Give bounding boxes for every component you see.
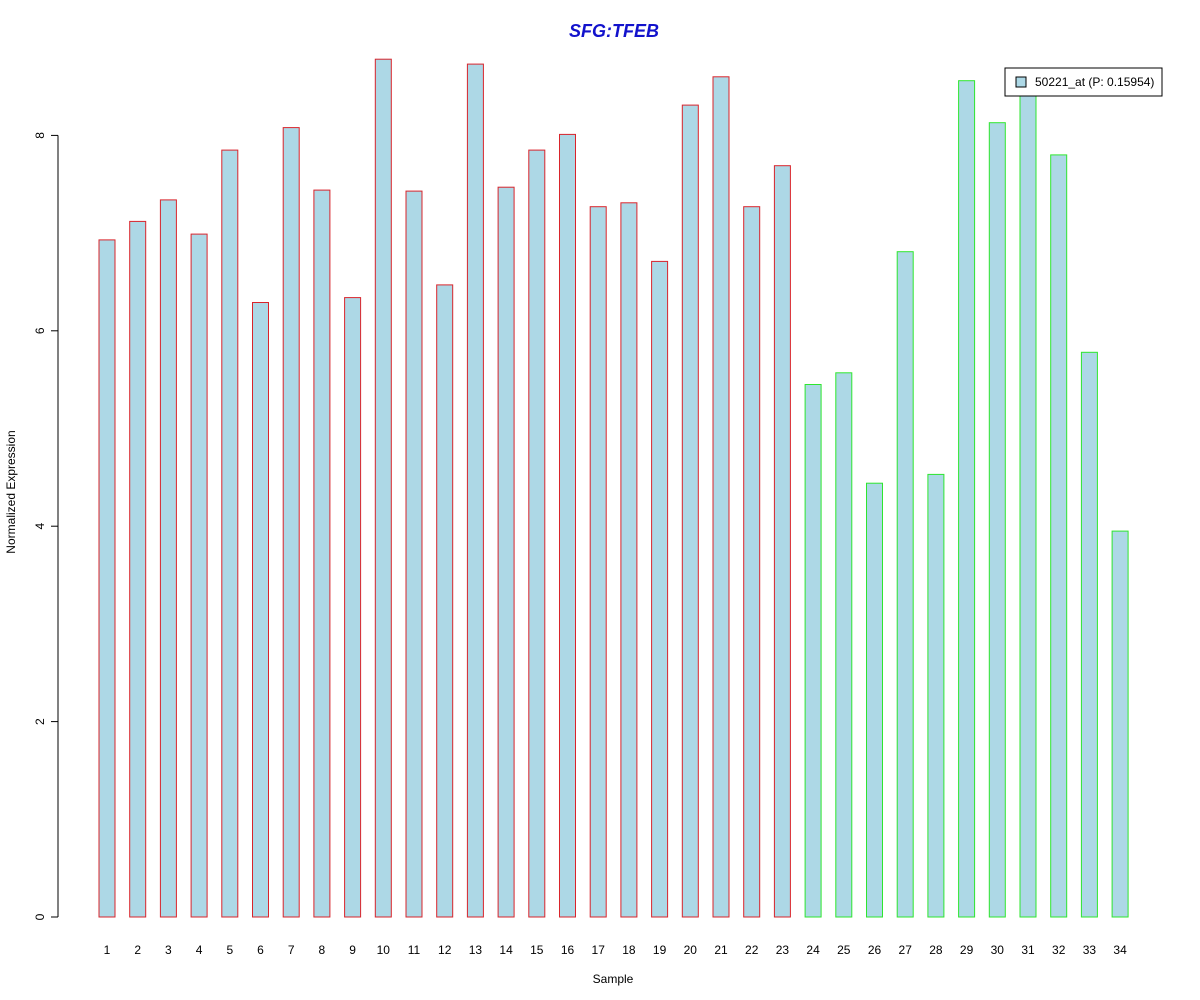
y-tick-label: 0: [33, 913, 47, 920]
bar-sample-34: [1111, 530, 1129, 918]
bar-sample-5: [221, 149, 239, 918]
bar-sample-17: [589, 206, 607, 918]
bar-sample-32: [1050, 154, 1068, 918]
x-tick-label: 1: [104, 943, 111, 957]
bar-sample-1: [98, 239, 116, 918]
x-tick-label: 19: [653, 943, 667, 957]
x-tick-label: 30: [991, 943, 1005, 957]
x-tick-label: 14: [499, 943, 513, 957]
legend-label: 50221_at (P: 0.15954): [1035, 75, 1154, 89]
x-tick-label: 27: [899, 943, 913, 957]
x-tick-label: 8: [319, 943, 326, 957]
legend-box: [1004, 67, 1163, 97]
x-tick-label: 9: [349, 943, 356, 957]
bar-sample-31: [1019, 78, 1037, 918]
y-tick-label: 6: [33, 327, 47, 334]
x-tick-label: 29: [960, 943, 974, 957]
x-tick-label: 22: [745, 943, 759, 957]
bar-sample-29: [958, 80, 976, 918]
legend: 50221_at (P: 0.15954): [1004, 67, 1163, 97]
x-tick-label: 23: [776, 943, 790, 957]
x-tick-label: 33: [1083, 943, 1097, 957]
x-tick-label: 16: [561, 943, 575, 957]
x-tick-label: 32: [1052, 943, 1066, 957]
bar-sample-22: [743, 206, 761, 918]
x-tick-label: 6: [257, 943, 264, 957]
x-tick-label: 18: [622, 943, 636, 957]
y-axis: 0 2 4 6 8: [33, 132, 59, 920]
bar-sample-19: [651, 260, 669, 918]
bar-sample-23: [773, 165, 791, 918]
x-tick-label: 21: [714, 943, 728, 957]
y-tick-label: 4: [33, 523, 47, 530]
bar-sample-11: [405, 190, 423, 918]
x-tick-label: 12: [438, 943, 452, 957]
y-axis-label: Normalized Expression: [4, 430, 18, 553]
bar-sample-13: [466, 63, 484, 918]
x-tick-label: 34: [1113, 943, 1127, 957]
x-tick-label: 28: [929, 943, 943, 957]
x-tick-label: 15: [530, 943, 544, 957]
bar-sample-16: [559, 133, 576, 918]
x-tick-label: 17: [592, 943, 606, 957]
y-tick-label: 8: [33, 132, 47, 139]
x-tick-label: 2: [134, 943, 141, 957]
bar-sample-10: [374, 58, 392, 918]
bar-sample-4: [190, 233, 208, 918]
bar-sample-14: [497, 186, 515, 918]
y-tick-label: 2: [33, 718, 47, 725]
bars-group: [98, 58, 1129, 918]
bar-sample-24: [804, 384, 822, 918]
x-tick-label: 10: [377, 943, 391, 957]
bar-sample-6: [252, 302, 269, 918]
x-tick-label: 26: [868, 943, 882, 957]
x-tick-label: 3: [165, 943, 172, 957]
bar-sample-21: [712, 76, 730, 918]
bar-sample-9: [344, 297, 362, 918]
bar-sample-15: [528, 149, 546, 918]
x-tick-label: 20: [684, 943, 698, 957]
bar-sample-18: [620, 202, 638, 918]
bar-sample-30: [988, 122, 1006, 918]
bar-sample-7: [282, 127, 300, 918]
bar-sample-2: [129, 220, 147, 918]
chart-title: SFG:TFEB: [569, 21, 659, 41]
bar-sample-26: [866, 482, 883, 918]
x-tick-label: 25: [837, 943, 851, 957]
bar-sample-12: [436, 284, 454, 918]
bar-sample-33: [1080, 351, 1098, 918]
x-axis-label: Sample: [593, 972, 634, 986]
x-tick-label: 31: [1021, 943, 1035, 957]
bar-sample-3: [159, 199, 177, 918]
x-tick-label: 7: [288, 943, 295, 957]
bar-sample-8: [313, 189, 331, 918]
x-tick-label: 11: [408, 943, 421, 957]
x-tick-label: 24: [806, 943, 820, 957]
x-tick-label: 5: [226, 943, 233, 957]
bar-sample-28: [927, 473, 945, 918]
bar-sample-20: [681, 104, 699, 918]
bar-sample-27: [896, 251, 914, 918]
x-tick-labels: 1 2 3 4 5 6 7 8 9 10 11 12 13 14 15 16 17 18 19 20 21 22 23 24 2…: [104, 943, 1127, 957]
x-tick-label: 4: [196, 943, 203, 957]
legend-swatch: [1015, 76, 1027, 88]
bar-sample-25: [835, 372, 853, 918]
x-tick-label: 13: [469, 943, 483, 957]
